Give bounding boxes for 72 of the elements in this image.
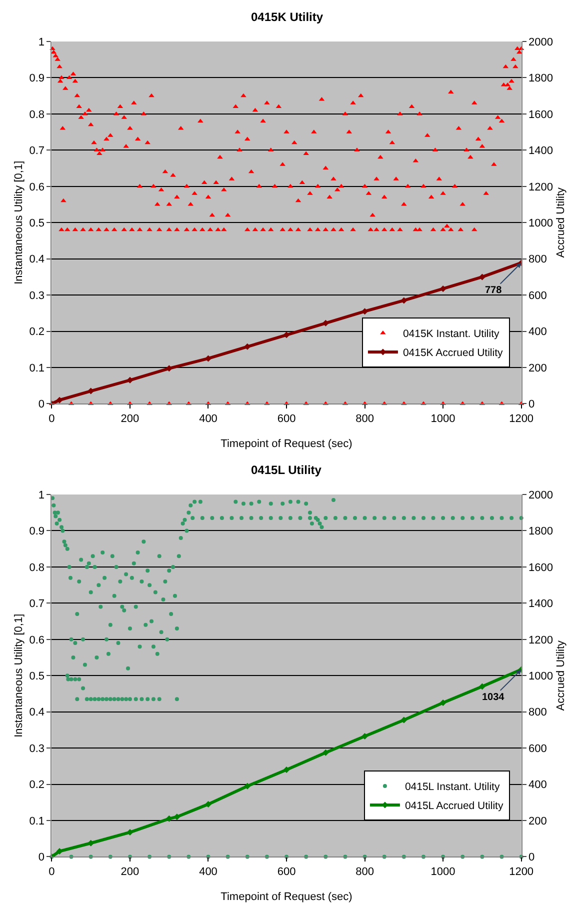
x-tick-label: 600 — [277, 412, 296, 425]
y2-tick-label: 1000 — [528, 217, 553, 230]
y2-tick-label: 600 — [528, 742, 547, 755]
y-tick-label: 0.8 — [29, 108, 45, 121]
y2-tick-label: 400 — [528, 326, 547, 338]
y-tick-label: 0.4 — [29, 254, 45, 266]
y-tick-label: 0.9 — [29, 526, 45, 538]
y2-tick-label: 1600 — [528, 562, 553, 574]
legend-label: 0415L Accrued Utility — [404, 800, 504, 812]
chart-title: 0415L Utility — [251, 463, 322, 477]
x-tick-label: 1200 — [509, 866, 534, 878]
y-tick-label: 1 — [38, 489, 45, 502]
x-tick-label: 200 — [120, 866, 140, 878]
y-tick-label: 0.6 — [29, 634, 45, 646]
x-tick-label: 600 — [277, 866, 296, 878]
chart-title: 0415K Utility — [251, 10, 324, 24]
y2-tick-label: 200 — [528, 362, 547, 374]
y-tick-label: 0.7 — [29, 145, 45, 158]
y-tick-label: 0.1 — [29, 815, 45, 828]
y2-tick-label: 200 — [528, 815, 547, 828]
y-tick-label: 1 — [38, 36, 45, 48]
y-tick-label: 0.9 — [29, 72, 45, 85]
y2-axis-title: Accrued Utility — [555, 186, 568, 258]
y2-axis-title: Accrued Utility — [555, 640, 568, 711]
y-tick-label: 0.6 — [29, 181, 45, 194]
x-axis-title: Timepoint of Request (sec) — [220, 438, 352, 450]
y2-tick-label: 800 — [528, 706, 547, 719]
annotation: 1034 — [482, 692, 505, 703]
y2-tick-label: 1600 — [528, 108, 553, 121]
y-tick-label: 0.2 — [29, 326, 45, 338]
y-tick-label: 0.3 — [29, 290, 45, 302]
y2-tick-label: 600 — [528, 290, 547, 302]
x-tick-label: 0 — [48, 866, 55, 878]
x-axis-title: Timepoint of Request (sec) — [220, 891, 352, 904]
legend-label: 0415K Accrued Utility — [402, 347, 504, 360]
y2-tick-label: 1800 — [528, 526, 553, 538]
x-tick-label: 1000 — [430, 866, 456, 878]
x-tick-label: 800 — [356, 866, 374, 878]
y-tick-label: 0.3 — [29, 742, 45, 755]
y-axis-title: Instantaneous Utility [0,1] — [12, 160, 25, 284]
x-tick-label: 800 — [356, 412, 374, 425]
y2-tick-label: 800 — [528, 254, 547, 266]
y2-tick-label: 1800 — [528, 72, 553, 85]
y2-tick-label: 1400 — [528, 598, 553, 610]
y-tick-label: 0.1 — [29, 362, 45, 374]
y-axis-title: Instantaneous Utility [0,1] — [12, 614, 25, 738]
y-tick-label: 0.8 — [29, 562, 45, 574]
y2-tick-label: 2000 — [528, 36, 553, 48]
annotation: 778 — [485, 285, 502, 296]
y2-tick-label: 0 — [528, 398, 535, 411]
x-tick-label: 400 — [199, 412, 218, 425]
x-tick-label: 1000 — [430, 412, 456, 425]
legend-label: 0415L Instant. Utility — [404, 781, 500, 794]
y-tick-label: 0.2 — [29, 779, 45, 792]
legend-label: 0415K Instant. Utility — [402, 328, 500, 340]
y2-tick-label: 2000 — [528, 489, 553, 502]
x-tick-label: 400 — [199, 866, 218, 878]
x-tick-label: 200 — [120, 412, 140, 425]
y2-tick-label: 0 — [528, 852, 535, 864]
x-tick-label: 1200 — [509, 412, 534, 425]
y2-tick-label: 1200 — [528, 181, 553, 194]
y-tick-label: 0.4 — [29, 706, 45, 719]
y-tick-label: 0.5 — [29, 217, 45, 230]
y2-tick-label: 1000 — [528, 670, 553, 682]
y-tick-label: 0 — [38, 398, 45, 411]
x-tick-label: 0 — [48, 412, 55, 425]
y2-tick-label: 1200 — [528, 634, 553, 646]
y-tick-label: 0.7 — [29, 598, 45, 610]
y2-tick-label: 400 — [528, 779, 547, 792]
y-tick-label: 0.5 — [29, 670, 45, 682]
y-tick-label: 0 — [38, 852, 45, 864]
y2-tick-label: 1400 — [528, 145, 553, 158]
